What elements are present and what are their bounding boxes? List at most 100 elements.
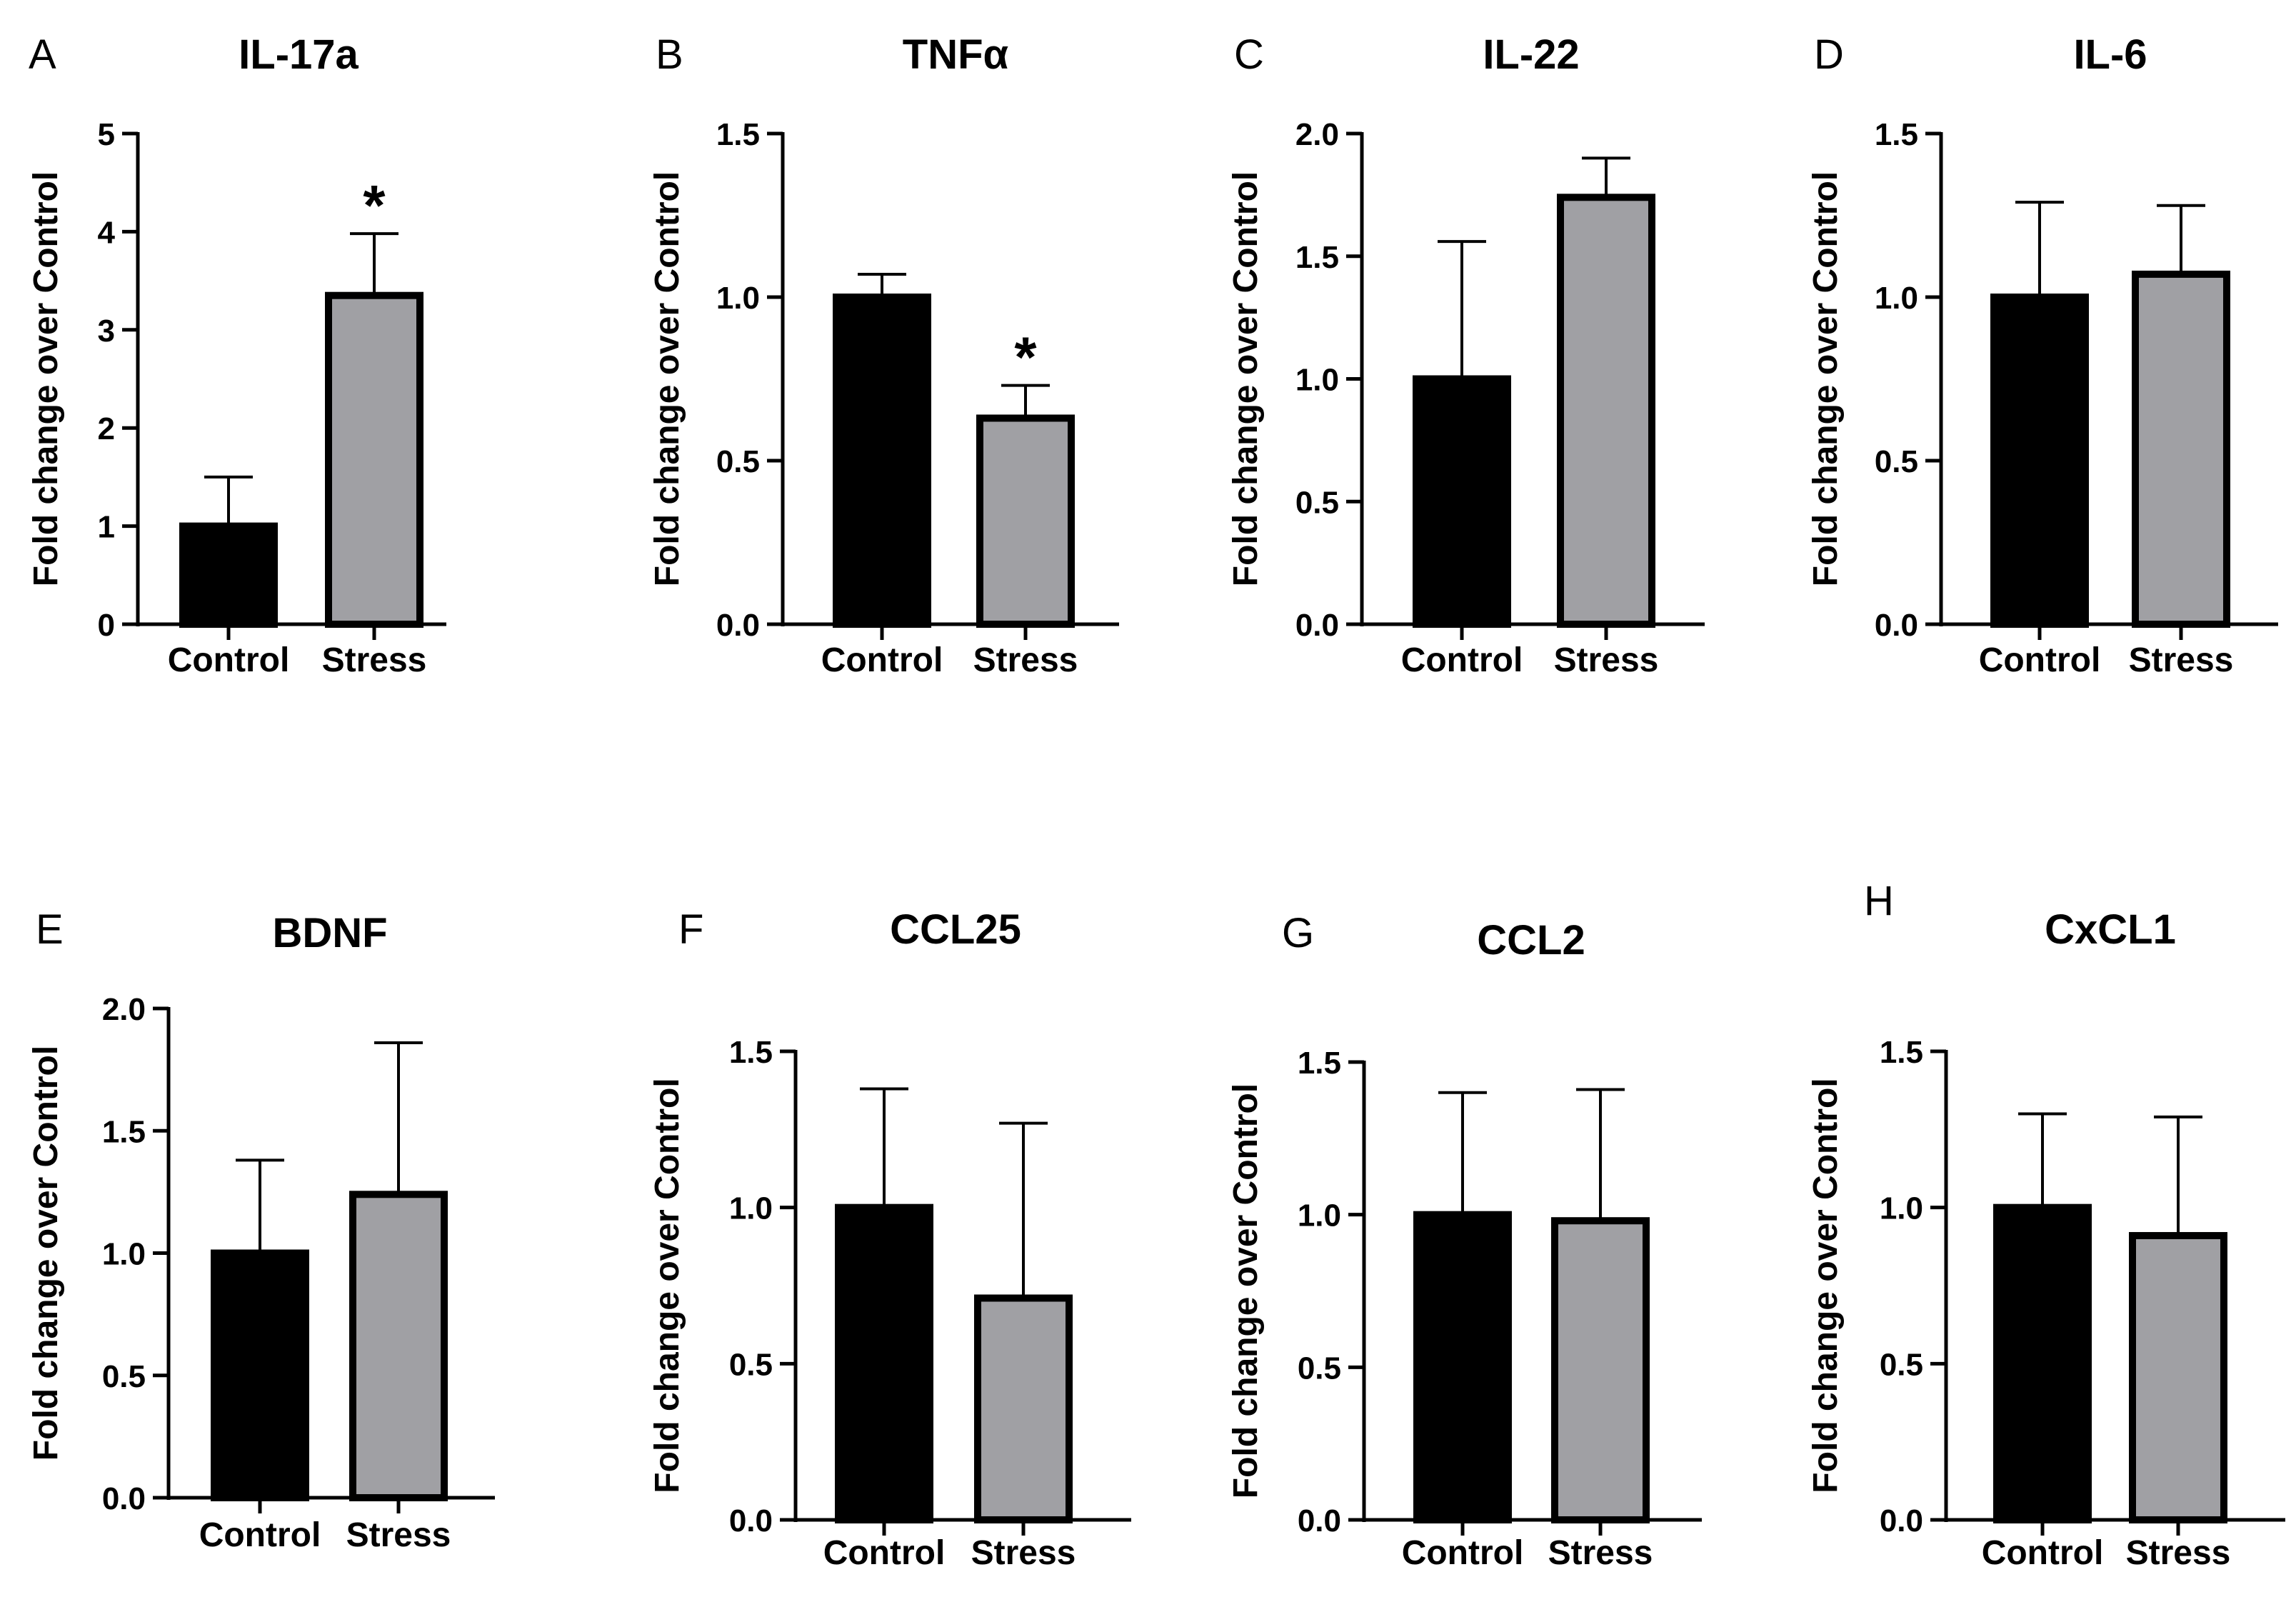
bar-stress xyxy=(349,1191,448,1502)
y-tick-label: 0.0 xyxy=(1298,1503,1341,1538)
chart-title: CxCL1 xyxy=(2045,906,2176,953)
bar-control xyxy=(1993,1203,2092,1523)
y-tick-label: 1.5 xyxy=(1875,117,1918,152)
panel-label: C xyxy=(1234,31,1264,78)
chart-title: IL-6 xyxy=(2073,31,2147,78)
y-tick-label: 4 xyxy=(98,215,116,250)
panel-label: F xyxy=(678,906,703,953)
y-tick-label: 2.0 xyxy=(1295,117,1339,152)
x-tick-label: Stress xyxy=(346,1516,451,1554)
y-tick-label: 0.0 xyxy=(1295,608,1339,643)
y-tick-label: 1.5 xyxy=(102,1114,146,1149)
bar-control xyxy=(833,294,931,628)
y-tick-label: 1.0 xyxy=(729,1191,773,1226)
y-tick-label: 1.5 xyxy=(729,1035,773,1070)
y-tick-label: 1.5 xyxy=(1295,240,1339,275)
y-axis-label: Fold change over Control xyxy=(1227,1083,1265,1498)
chart-title: BDNF xyxy=(272,910,387,956)
y-axis-label: Fold change over Control xyxy=(1807,171,1845,586)
panel-label: G xyxy=(1282,910,1314,956)
chart-panel-e: E BDNF Fold change over Control 0.0 0.5 1.0 1.… xyxy=(27,906,495,1554)
bar-control xyxy=(835,1203,933,1523)
y-tick-label: 2.0 xyxy=(102,992,146,1027)
x-tick-label: Control xyxy=(1982,1534,2104,1572)
y-axis-label: Fold change over Control xyxy=(648,171,686,586)
y-axis-label: Fold change over Control xyxy=(648,1078,686,1493)
y-axis-label: Fold change over Control xyxy=(1227,171,1265,586)
chart-panel-d: D IL-6 Fold change over Control 0.0 0.5 1.0 1.… xyxy=(1807,31,2278,679)
y-tick-label: 1 xyxy=(98,510,115,545)
y-tick-label: 0.0 xyxy=(729,1503,773,1538)
y-tick-label: 3 xyxy=(98,314,115,349)
y-tick-label: 0 xyxy=(98,608,115,643)
y-tick-label: 0.0 xyxy=(1880,1503,1923,1538)
x-tick-label: Stress xyxy=(322,641,427,679)
x-tick-label: Control xyxy=(1979,641,2101,679)
bar-stress xyxy=(325,291,423,628)
x-tick-label: Control xyxy=(1402,1534,1524,1572)
chart-panel-a: A IL-17a Fold change over Control 0 1 2 3 4 5 Con… xyxy=(27,31,446,679)
y-tick-label: 1.0 xyxy=(1880,1191,1923,1226)
bar-stress xyxy=(2132,270,2230,628)
y-tick-label: 1.5 xyxy=(1880,1035,1923,1070)
y-tick-label: 1.0 xyxy=(1875,281,1918,316)
significance-asterisk: * xyxy=(363,174,386,237)
panel-label: H xyxy=(1864,878,1894,924)
bar-stress xyxy=(1551,1217,1650,1524)
chart-title: CCL25 xyxy=(890,906,1021,953)
y-tick-label: 1.5 xyxy=(716,117,760,152)
chart-title: IL-17a xyxy=(239,31,359,78)
x-tick-label: Stress xyxy=(973,641,1078,679)
x-tick-label: Control xyxy=(168,641,290,679)
x-tick-label: Stress xyxy=(2129,641,2234,679)
x-tick-label: Stress xyxy=(1548,1534,1653,1572)
panel-label: E xyxy=(36,906,64,953)
y-tick-label: 0.5 xyxy=(102,1359,146,1394)
y-tick-label: 1.0 xyxy=(1295,363,1339,398)
y-tick-label: 0.5 xyxy=(1875,444,1918,479)
significance-asterisk: * xyxy=(1014,326,1037,389)
y-tick-label: 1.5 xyxy=(1298,1046,1341,1081)
y-tick-label: 0.0 xyxy=(102,1481,146,1516)
x-tick-label: Control xyxy=(823,1534,946,1572)
y-tick-label: 0.5 xyxy=(1880,1347,1923,1382)
y-tick-label: 2 xyxy=(98,411,115,446)
bar-stress xyxy=(974,1294,1073,1523)
y-tick-label: 1.0 xyxy=(102,1237,146,1272)
chart-panel-h: H CxCL1 Fold change over Control 0.0 0.5 1.0 1… xyxy=(1807,878,2285,1572)
chart-panel-b: B TNFα Fold change over Control 0.0 0.5 1.0 1.… xyxy=(648,31,1119,679)
y-axis-label: Fold change over Control xyxy=(27,171,65,586)
x-tick-label: Stress xyxy=(971,1534,1076,1572)
chart-title: CCL2 xyxy=(1477,917,1585,963)
y-axis-label: Fold change over Control xyxy=(27,1046,65,1461)
bar-control xyxy=(1413,1211,1512,1523)
panel-label: D xyxy=(1814,31,1844,78)
x-tick-label: Control xyxy=(1401,641,1523,679)
y-tick-label: 1.0 xyxy=(716,281,760,316)
chart-title: TNFα xyxy=(903,31,1009,78)
bar-control xyxy=(1413,375,1511,628)
x-tick-label: Stress xyxy=(2126,1534,2231,1572)
chart-title: IL-22 xyxy=(1483,31,1579,78)
panel-label: A xyxy=(29,31,56,78)
bar-control xyxy=(1990,294,2089,628)
y-tick-label: 0.5 xyxy=(729,1347,773,1382)
x-tick-label: Control xyxy=(821,641,943,679)
y-tick-label: 0.5 xyxy=(1298,1351,1341,1386)
y-tick-label: 0.5 xyxy=(716,444,760,479)
bar-stress xyxy=(1557,194,1655,628)
y-tick-label: 0.0 xyxy=(1875,608,1918,643)
chart-panel-c: C IL-22 Fold change over Control 0.0 0.5 1.0 1… xyxy=(1227,31,1705,679)
y-axis-label: Fold change over Control xyxy=(1807,1078,1845,1493)
bar-control xyxy=(211,1249,309,1501)
y-tick-label: 0.5 xyxy=(1295,485,1339,520)
x-tick-label: Stress xyxy=(1554,641,1659,679)
x-tick-label: Control xyxy=(199,1516,321,1554)
bar-stress xyxy=(976,414,1075,629)
bar-control xyxy=(179,522,278,628)
chart-panel-g: G CCL2 Fold change over Control 0.0 0.5 1.0 1.… xyxy=(1227,910,1702,1572)
chart-panel-f: F CCL25 Fold change over Control 0.0 0.5 1.0 1… xyxy=(648,906,1131,1572)
y-tick-label: 0.0 xyxy=(716,608,760,643)
bar-stress xyxy=(2129,1232,2227,1523)
